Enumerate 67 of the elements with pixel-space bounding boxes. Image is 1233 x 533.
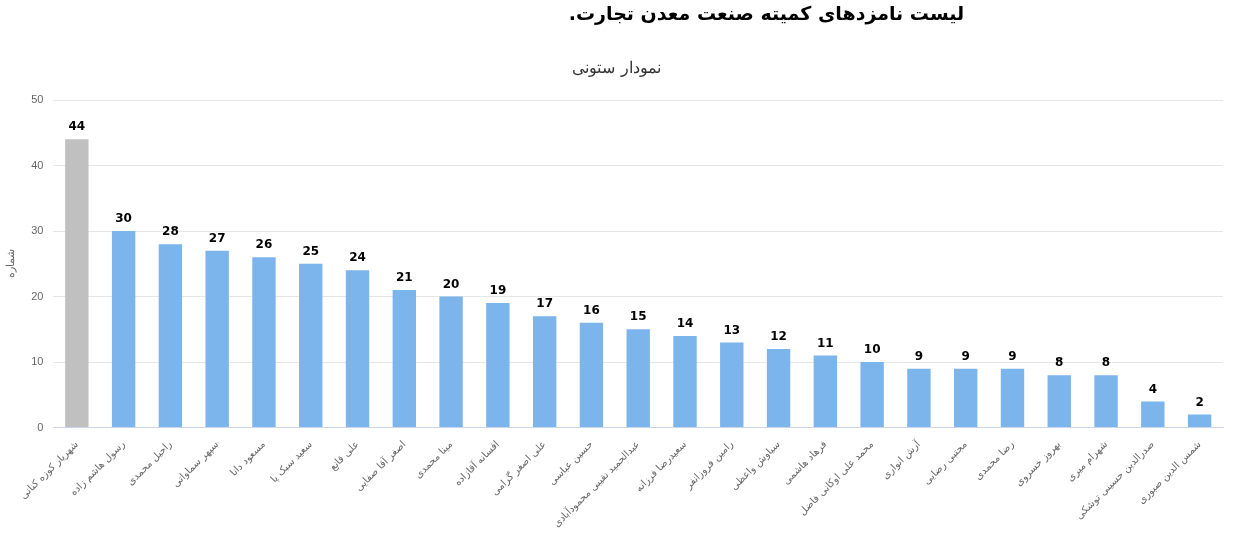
bar	[205, 250, 229, 428]
data-label: 15	[629, 309, 647, 324]
chart-title: لیست نامزدهای کمیته صنعت معدن تجارت.	[568, 2, 965, 24]
data-label: 9	[914, 348, 924, 363]
data-label: 4	[1148, 381, 1158, 396]
data-label: 27	[208, 230, 226, 245]
x-tick-label: علی قانع	[327, 438, 362, 473]
bar	[392, 290, 416, 428]
bar	[766, 348, 791, 428]
x-tick-label: رضا محمدی	[972, 438, 1016, 482]
bar	[1141, 401, 1165, 428]
data-label: 10	[863, 342, 881, 357]
y-tick-label: 20	[31, 289, 44, 302]
data-label: 13	[723, 322, 741, 337]
bar	[1094, 375, 1118, 428]
data-label: 44	[68, 119, 86, 134]
x-tick-label: مینا محمدی	[412, 438, 455, 481]
bar	[486, 303, 510, 428]
bar	[1000, 368, 1025, 428]
data-label: 21	[395, 270, 413, 285]
data-label: 9	[961, 348, 970, 363]
x-tick-label: حسین عباسی	[546, 438, 595, 487]
bar	[299, 263, 323, 428]
data-label: 24	[349, 250, 366, 265]
data-label: 8	[1055, 355, 1064, 370]
bar	[813, 355, 838, 428]
data-label: 25	[302, 243, 320, 258]
bar	[860, 362, 884, 428]
x-tick-label: شهرام میری	[1064, 438, 1110, 484]
data-label: 28	[162, 224, 179, 239]
x-tick-label: مسعود دانا	[227, 438, 268, 478]
bar	[1187, 414, 1212, 428]
data-label: 2	[1195, 394, 1204, 409]
bar	[626, 329, 650, 428]
y-tick-label: 0	[37, 420, 44, 433]
data-label: 17	[536, 296, 553, 311]
bar	[1047, 375, 1071, 428]
data-label: 9	[1008, 348, 1017, 363]
bar	[345, 270, 370, 428]
data-label: 19	[489, 283, 507, 298]
y-tick-label: 10	[31, 355, 44, 368]
y-axis-title: شماره	[3, 249, 17, 279]
data-label: 16	[583, 302, 600, 317]
bar	[673, 335, 697, 428]
x-tick-label: راحیل محمدی	[124, 438, 174, 488]
bar	[252, 257, 276, 428]
bar	[158, 244, 183, 428]
bar	[532, 316, 557, 428]
bar	[439, 296, 463, 428]
data-label: 20	[442, 276, 460, 291]
bar	[907, 368, 931, 428]
bar	[579, 322, 604, 428]
bar	[954, 368, 978, 428]
y-tick-label: 40	[31, 158, 44, 171]
bar	[111, 231, 136, 428]
data-label: 14	[676, 316, 694, 331]
data-label: 11	[817, 335, 834, 350]
data-label: 8	[1101, 355, 1111, 370]
data-label: 12	[770, 329, 787, 344]
chart-subtitle: نمودار ستونی	[571, 58, 662, 77]
data-label: 26	[255, 237, 273, 252]
bar	[65, 139, 89, 428]
bar	[720, 342, 744, 428]
x-tick-label: سعید سبک پا	[268, 438, 315, 486]
data-label: 30	[115, 211, 132, 226]
y-tick-label: 50	[31, 93, 44, 106]
y-tick-label: 30	[31, 224, 44, 237]
